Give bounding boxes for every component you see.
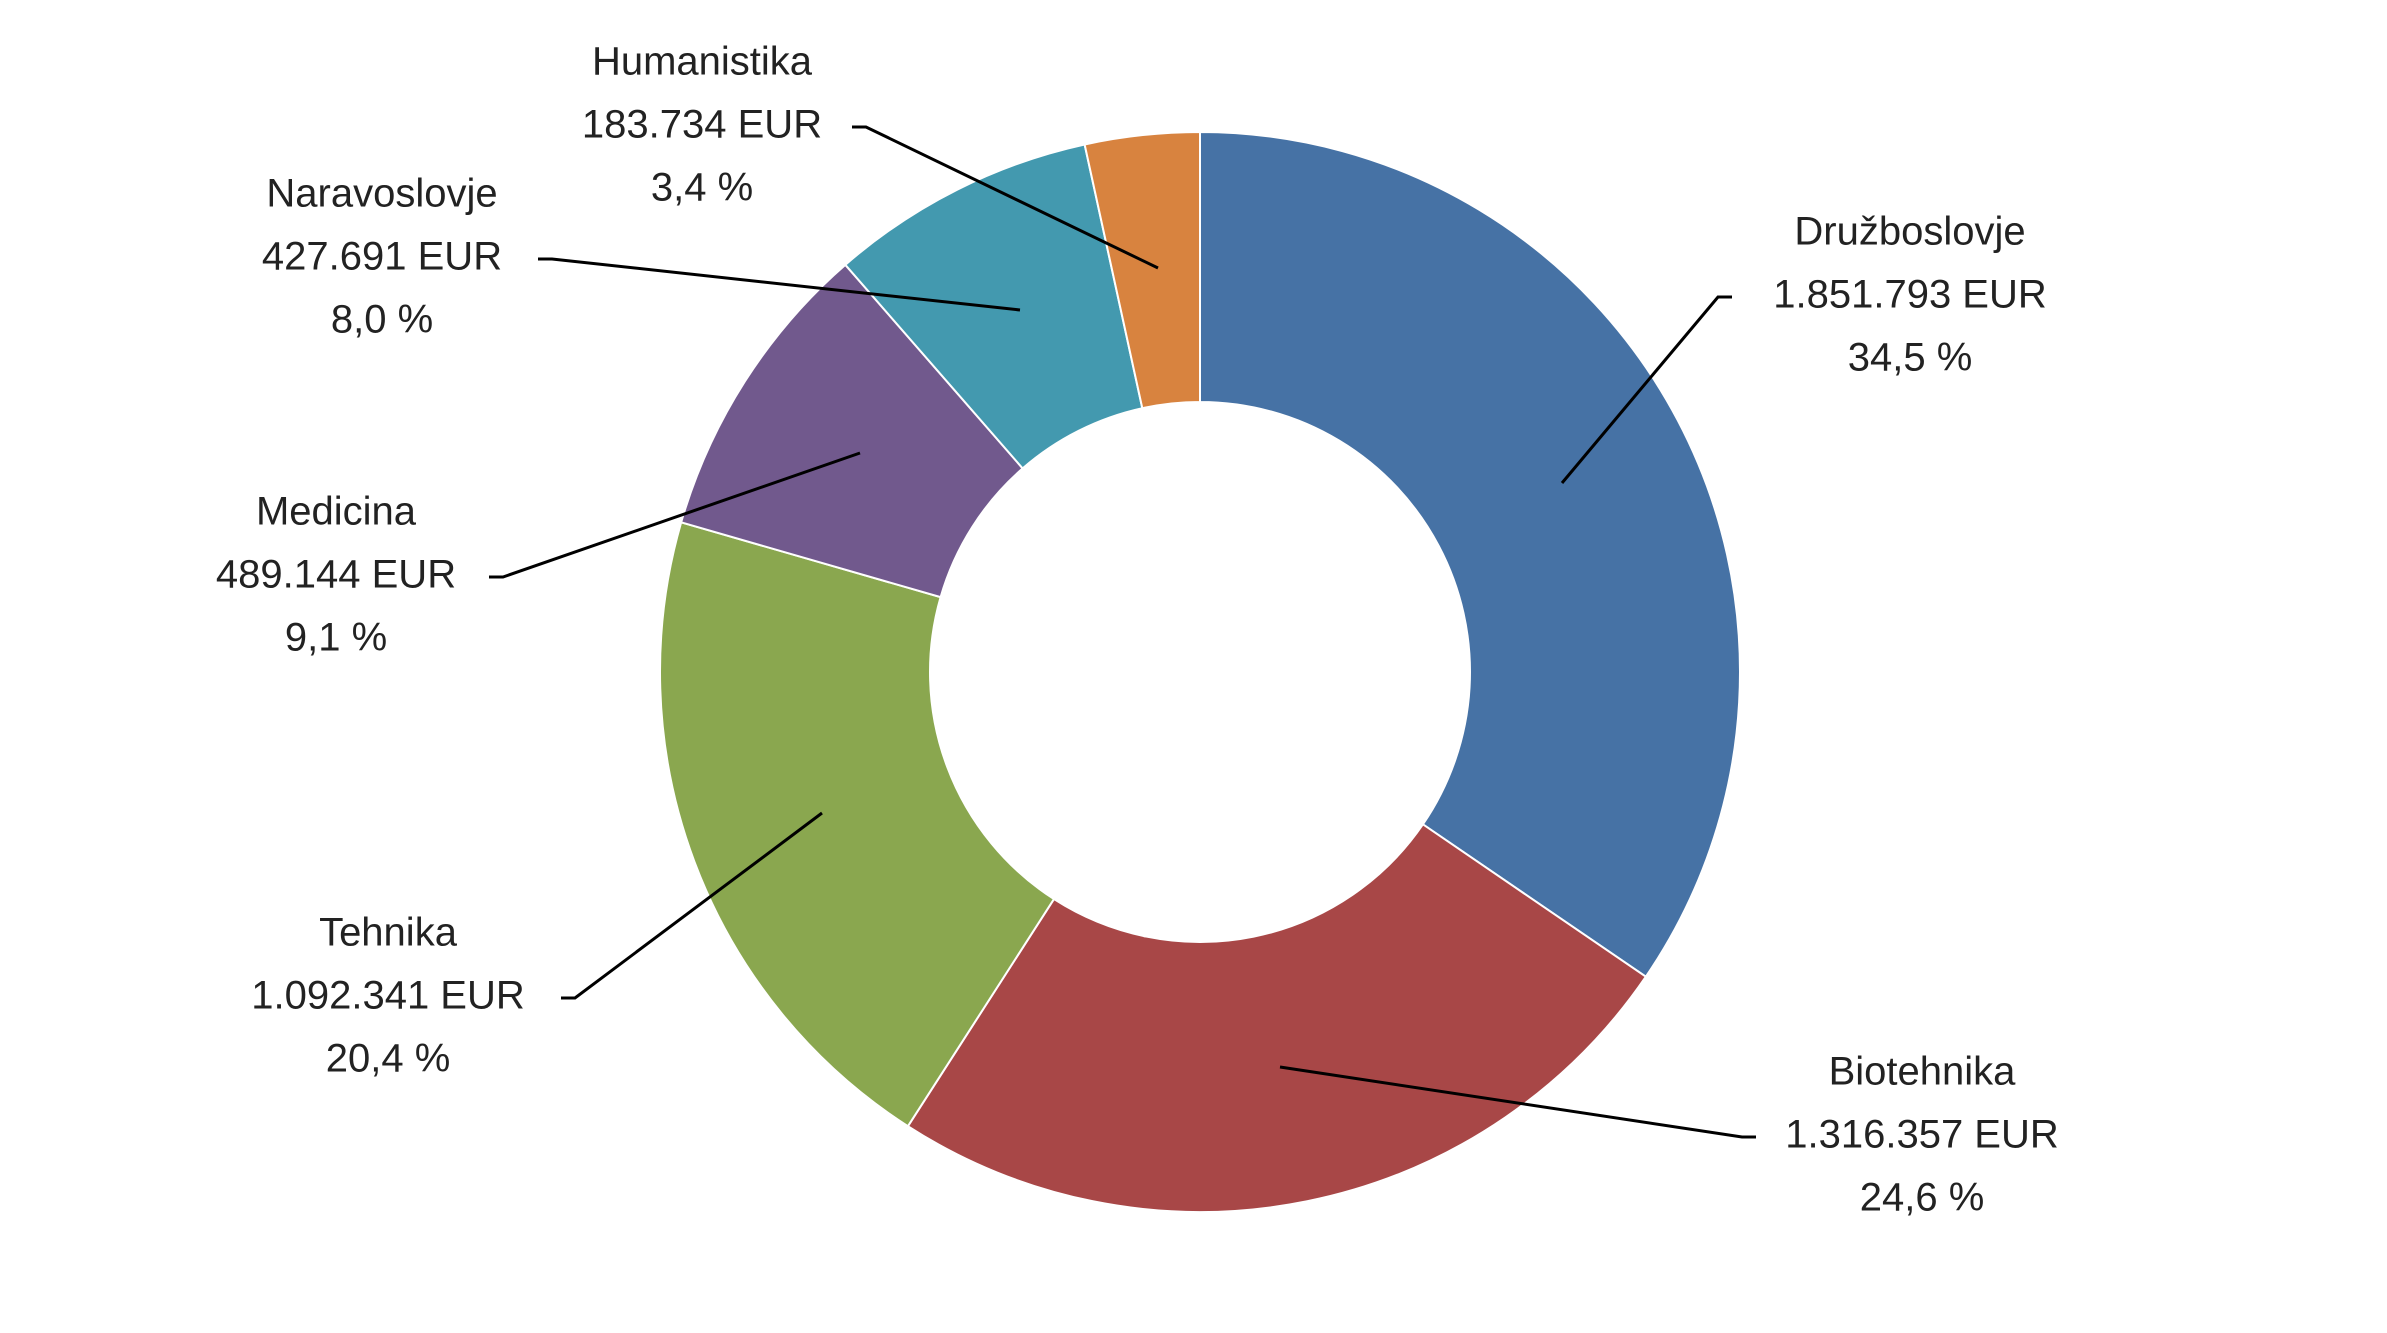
data-label-percent-medicina: 9,1 %	[285, 616, 387, 660]
slice-humanistika	[1083, 130, 1201, 410]
slice-tehnika	[659, 521, 1056, 1128]
data-label-value-druzboslovje: 1.851.793 EUR	[1773, 273, 2047, 317]
data-label-label-medicina: Medicina	[256, 490, 417, 534]
data-label-value-naravoslovje: 427.691 EUR	[262, 235, 502, 279]
leader-line-biotehnika	[1279, 1065, 1756, 1139]
data-label-label-biotehnika: Biotehnika	[1829, 1050, 2017, 1094]
leader-line-medicina	[489, 451, 861, 579]
data-label-percent-druzboslovje: 34,5 %	[1848, 336, 1973, 380]
data-label-percent-biotehnika: 24,6 %	[1860, 1176, 1985, 1220]
data-label-percent-humanistika: 3,4 %	[651, 166, 753, 210]
slice-biotehnika	[906, 822, 1648, 1213]
data-label-label-naravoslovje: Naravoslovje	[266, 172, 497, 216]
data-label-label-tehnika: Tehnika	[319, 911, 458, 955]
data-labels: Družboslovje 1.851.793 EUR 34,5 % Biotehnik…	[216, 40, 2059, 1220]
data-label-value-tehnika: 1.092.341 EUR	[251, 974, 525, 1018]
data-label-value-medicina: 489.144 EUR	[216, 553, 456, 597]
leader-lines	[489, 125, 1756, 1139]
donut-slices	[659, 130, 1741, 1213]
slice-druzboslovje	[1199, 130, 1741, 979]
data-label-label-humanistika: Humanistika	[592, 40, 813, 84]
leader-line-naravoslovje	[538, 257, 1021, 312]
data-label-value-biotehnika: 1.316.357 EUR	[1785, 1113, 2059, 1157]
leader-line-druzboslovje	[1560, 295, 1732, 484]
data-label-percent-tehnika: 20,4 %	[326, 1037, 451, 1081]
leader-line-tehnika	[561, 811, 823, 1000]
data-label-value-humanistika: 183.734 EUR	[582, 103, 822, 147]
data-label-label-druzboslovje: Družboslovje	[1794, 210, 2025, 254]
leader-line-humanistika	[852, 125, 1159, 270]
data-label-percent-naravoslovje: 8,0 %	[331, 298, 433, 342]
